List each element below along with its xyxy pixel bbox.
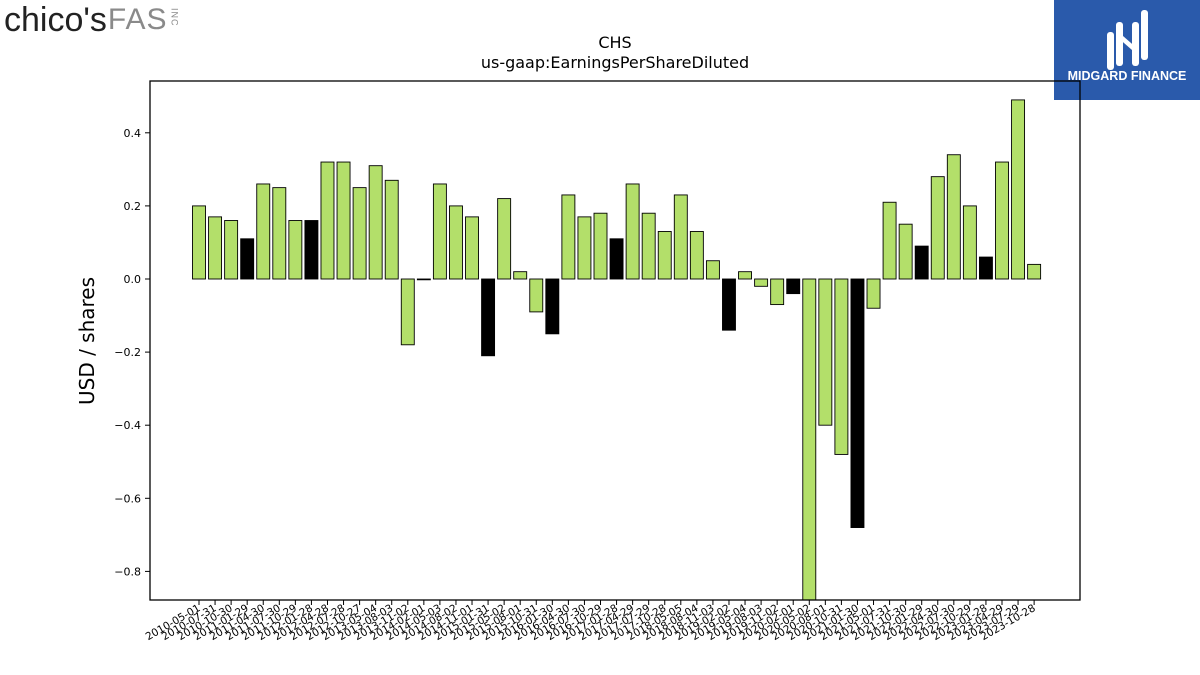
bar-2022-04-30 [930, 176, 945, 280]
bar-2015-08-01 [513, 271, 528, 280]
bar-2014-08-02 [449, 205, 463, 280]
bar-2013-11-02 [400, 278, 415, 346]
bar-2010-05-01 [192, 205, 206, 280]
bar-2010-10-30 [224, 220, 239, 280]
bar-2013-05-04 [368, 165, 383, 280]
bar-2018-08-04 [689, 231, 704, 280]
bar-2023-01-28 [978, 256, 993, 280]
logo-suffix-text: FAS [107, 3, 168, 36]
bar-2020-02-01 [786, 278, 801, 295]
bar-2012-04-28 [320, 161, 335, 280]
bar-2023-04-29 [995, 161, 1009, 280]
bar-2017-10-28 [657, 231, 672, 280]
bar-2020-05-02 [802, 278, 817, 601]
bar-2019-02-02 [722, 278, 736, 331]
chicos-fas-logo: chico's FAS INC [4, 2, 180, 42]
bar-2014-11-01 [465, 216, 479, 280]
bar-2020-10-31 [834, 278, 849, 455]
bar-2023-10-28 [1027, 263, 1042, 280]
bar-2014-05-03 [432, 183, 447, 280]
bar-2015-10-31 [529, 278, 544, 313]
bar-2020-08-01 [818, 278, 833, 426]
bar-2011-07-30 [272, 187, 287, 280]
bar-2016-04-30 [561, 194, 576, 280]
midgard-finance-logo: MIDGARD FINANCE [1054, 0, 1200, 100]
bar-2016-10-29 [593, 212, 608, 280]
y-tick-label-3: −0.2 [114, 346, 141, 359]
bar-2012-07-28 [336, 161, 351, 280]
bar-2022-01-29 [914, 245, 929, 280]
bar-2012-10-27 [352, 187, 367, 280]
logo-brand-text: MIDGARD FINANCE [1067, 69, 1187, 83]
midgard-mark-icon [1107, 10, 1148, 70]
bar-2023-07-29 [1011, 99, 1026, 280]
bar-2017-07-29 [641, 212, 656, 280]
bar-2015-01-31 [481, 278, 496, 357]
bar-2019-08-03 [754, 278, 769, 287]
bar-2011-04-30 [256, 183, 271, 280]
y-tick-label-1: −0.6 [114, 492, 141, 505]
bars-group [192, 99, 1042, 601]
logo-inc-text: INC [169, 8, 180, 27]
logo-main-text: chico's [4, 1, 107, 39]
bar-2012-01-28 [304, 220, 319, 280]
bar-2022-07-30 [946, 154, 961, 280]
y-axis-label: USD / shares [75, 277, 99, 405]
chart-title: CHS [598, 33, 631, 52]
x-axis-ticks: 2010-05-012010-07-312010-10-302011-01-29… [144, 600, 1038, 643]
bar-2021-05-01 [866, 278, 881, 309]
bar-2022-10-29 [962, 205, 977, 280]
bar-2013-08-03 [384, 179, 399, 280]
bar-2010-07-31 [208, 216, 223, 280]
bar-2018-11-03 [705, 260, 720, 280]
bar-2021-01-30 [850, 278, 865, 528]
y-axis-ticks: −0.8 −0.6 −0.4 −0.2 0.0 0.2 0.4 [114, 127, 150, 578]
bar-2016-01-30 [545, 278, 560, 335]
bar-2015-05-02 [497, 198, 512, 280]
bar-2021-10-30 [898, 223, 913, 280]
bar-2018-05-05 [673, 194, 688, 280]
chart-subtitle: us-gaap:EarningsPerShareDiluted [481, 53, 749, 72]
plot-area-frame [149, 80, 1081, 601]
bar-2019-05-04 [738, 271, 752, 280]
y-tick-label-5: 0.2 [124, 200, 142, 213]
y-tick-label-0: −0.8 [114, 565, 141, 578]
y-tick-label-2: −0.4 [114, 419, 141, 432]
bar-2011-01-29 [240, 238, 255, 280]
bar-2017-01-28 [609, 238, 624, 280]
bar-2016-07-30 [577, 216, 592, 280]
bar-2014-02-01 [416, 278, 431, 281]
y-tick-label-6: 0.4 [124, 127, 142, 140]
y-tick-label-4: 0.0 [124, 273, 142, 286]
bar-2019-11-02 [770, 278, 785, 306]
bar-2021-07-31 [882, 201, 897, 280]
bar-2011-10-29 [288, 220, 303, 280]
bar-2017-04-29 [625, 183, 640, 280]
